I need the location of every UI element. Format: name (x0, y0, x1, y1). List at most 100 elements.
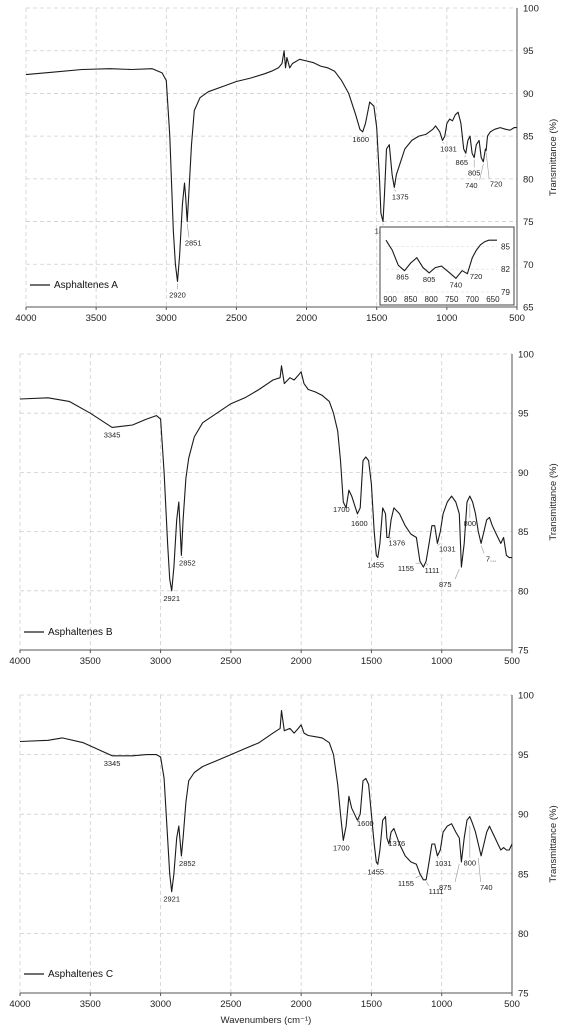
spectrum-series-line (19, 709, 513, 893)
peak-label: 875 (439, 883, 452, 892)
y-tick-label: 90 (518, 468, 529, 479)
peak-leader-line (454, 863, 460, 882)
y-tick-label: 85 (518, 869, 529, 880)
peak-leader-line (186, 223, 190, 238)
peak-leader-line (442, 142, 445, 144)
peak-label: 1031 (439, 544, 456, 553)
peak-leader-line (425, 881, 430, 886)
peak-label: 1155 (398, 879, 414, 888)
y-tick-label: 65 (523, 303, 534, 314)
x-tick-label: 3500 (86, 313, 107, 324)
peak-label: 1600 (352, 135, 369, 144)
y-tick-label: 75 (523, 217, 534, 228)
x-tick-label: 3500 (80, 656, 101, 667)
y-tick-label: 100 (518, 691, 534, 702)
x-tick-label: 3000 (150, 656, 171, 667)
y-tick-label: 100 (518, 350, 534, 361)
y-tick-label: 90 (518, 810, 529, 821)
peak-label: 2852 (179, 859, 196, 868)
x-tick-label: 4000 (9, 999, 30, 1010)
peak-label: 875 (439, 580, 452, 589)
spectrum-series-line (25, 50, 517, 282)
inset-x-tick-label: 900 (383, 295, 397, 304)
x-tick-label: 2000 (296, 313, 317, 324)
peak-label: 3345 (104, 759, 121, 768)
inset-series-line (385, 239, 497, 280)
peak-leader-line (415, 875, 421, 879)
y-tick-label: 85 (523, 132, 534, 143)
inset-chart: 79 82 85 900 850 800 750 700 650 865 805 740 720 (379, 226, 515, 306)
peak-label: 720 (490, 180, 503, 189)
x-tick-label: 3500 (80, 999, 101, 1010)
peak-leader-line (477, 857, 481, 882)
x-tick-label: 3000 (156, 313, 177, 324)
inset-y-tick-label: 85 (501, 242, 510, 251)
peak-label: 1111 (429, 887, 444, 896)
peak-leader-line (425, 562, 429, 566)
x-tick-label: 2500 (220, 999, 241, 1010)
peak-label: 2920 (169, 290, 186, 299)
x-tick-label: 2500 (220, 656, 241, 667)
peak-label: 1111 (425, 566, 440, 575)
peak-label: 1700 (333, 505, 350, 514)
y-axis-label: Transmittance (%) (548, 119, 559, 196)
peak-label: 800 (464, 519, 477, 528)
y-axis-label: Transmittance (%) (548, 805, 559, 882)
y-tick-label: 95 (518, 409, 529, 420)
peak-leader-line (357, 515, 359, 518)
peak-label: 865 (456, 158, 469, 167)
x-tick-label: 2000 (291, 656, 312, 667)
y-tick-label: 75 (518, 646, 529, 657)
y-tick-label: 90 (523, 89, 534, 100)
peak-label: 1600 (351, 519, 368, 528)
peak-label: 1700 (333, 843, 350, 852)
peak-label: 800 (464, 859, 477, 868)
inset-peak-label: 805 (423, 275, 436, 284)
inset-frame (379, 226, 515, 306)
x-tick-label: 500 (504, 999, 520, 1010)
inset-y-tick-label: 79 (501, 288, 510, 297)
inset-x-tick-label: 800 (425, 295, 439, 304)
peak-label: 1376 (389, 539, 406, 548)
peak-label: 2851 (185, 239, 202, 248)
peak-label: 1031 (435, 859, 452, 868)
inset-x-tick-label: 850 (404, 295, 418, 304)
y-tick-label: 80 (518, 586, 529, 597)
peak-label: 1455 (367, 561, 384, 570)
y-tick-label: 85 (518, 527, 529, 538)
x-axis-label: Wavenumbers (cm⁻¹) (221, 1015, 312, 1026)
inset-y-tick-label: 82 (501, 265, 510, 274)
peak-leader-line (454, 569, 460, 580)
x-tick-label: 1500 (366, 313, 387, 324)
peak-label: 3345 (104, 430, 121, 439)
peak-leader-line (388, 537, 392, 540)
inset-x-tick-label: 700 (466, 295, 480, 304)
peak-leader-line (479, 163, 484, 180)
peak-leader-line (485, 152, 490, 179)
peak-leader-line (388, 837, 392, 847)
peak-label: 740 (465, 181, 478, 190)
x-tick-label: 1000 (436, 313, 457, 324)
x-tick-label: 1500 (361, 999, 382, 1010)
y-tick-label: 100 (523, 4, 539, 15)
peak-label: 1455 (367, 867, 384, 876)
inset-peak-label: 865 (396, 273, 409, 282)
x-tick-label: 2500 (226, 313, 247, 324)
peak-label: 805 (468, 169, 481, 178)
x-tick-label: 1500 (361, 656, 382, 667)
y-axis-label: Transmittance (%) (548, 463, 559, 540)
x-tick-label: 500 (509, 313, 525, 324)
peak-leader-line (480, 545, 485, 554)
y-tick-label: 80 (523, 174, 534, 185)
peak-label: 740 (480, 883, 493, 892)
peak-leader-line (394, 189, 397, 192)
legend-label: Asphaltenes B (48, 627, 113, 638)
x-tick-label: 2000 (291, 999, 312, 1010)
x-tick-label: 1000 (431, 656, 452, 667)
peak-label: 1376 (389, 839, 406, 848)
inset-x-tick-label: 750 (445, 295, 459, 304)
